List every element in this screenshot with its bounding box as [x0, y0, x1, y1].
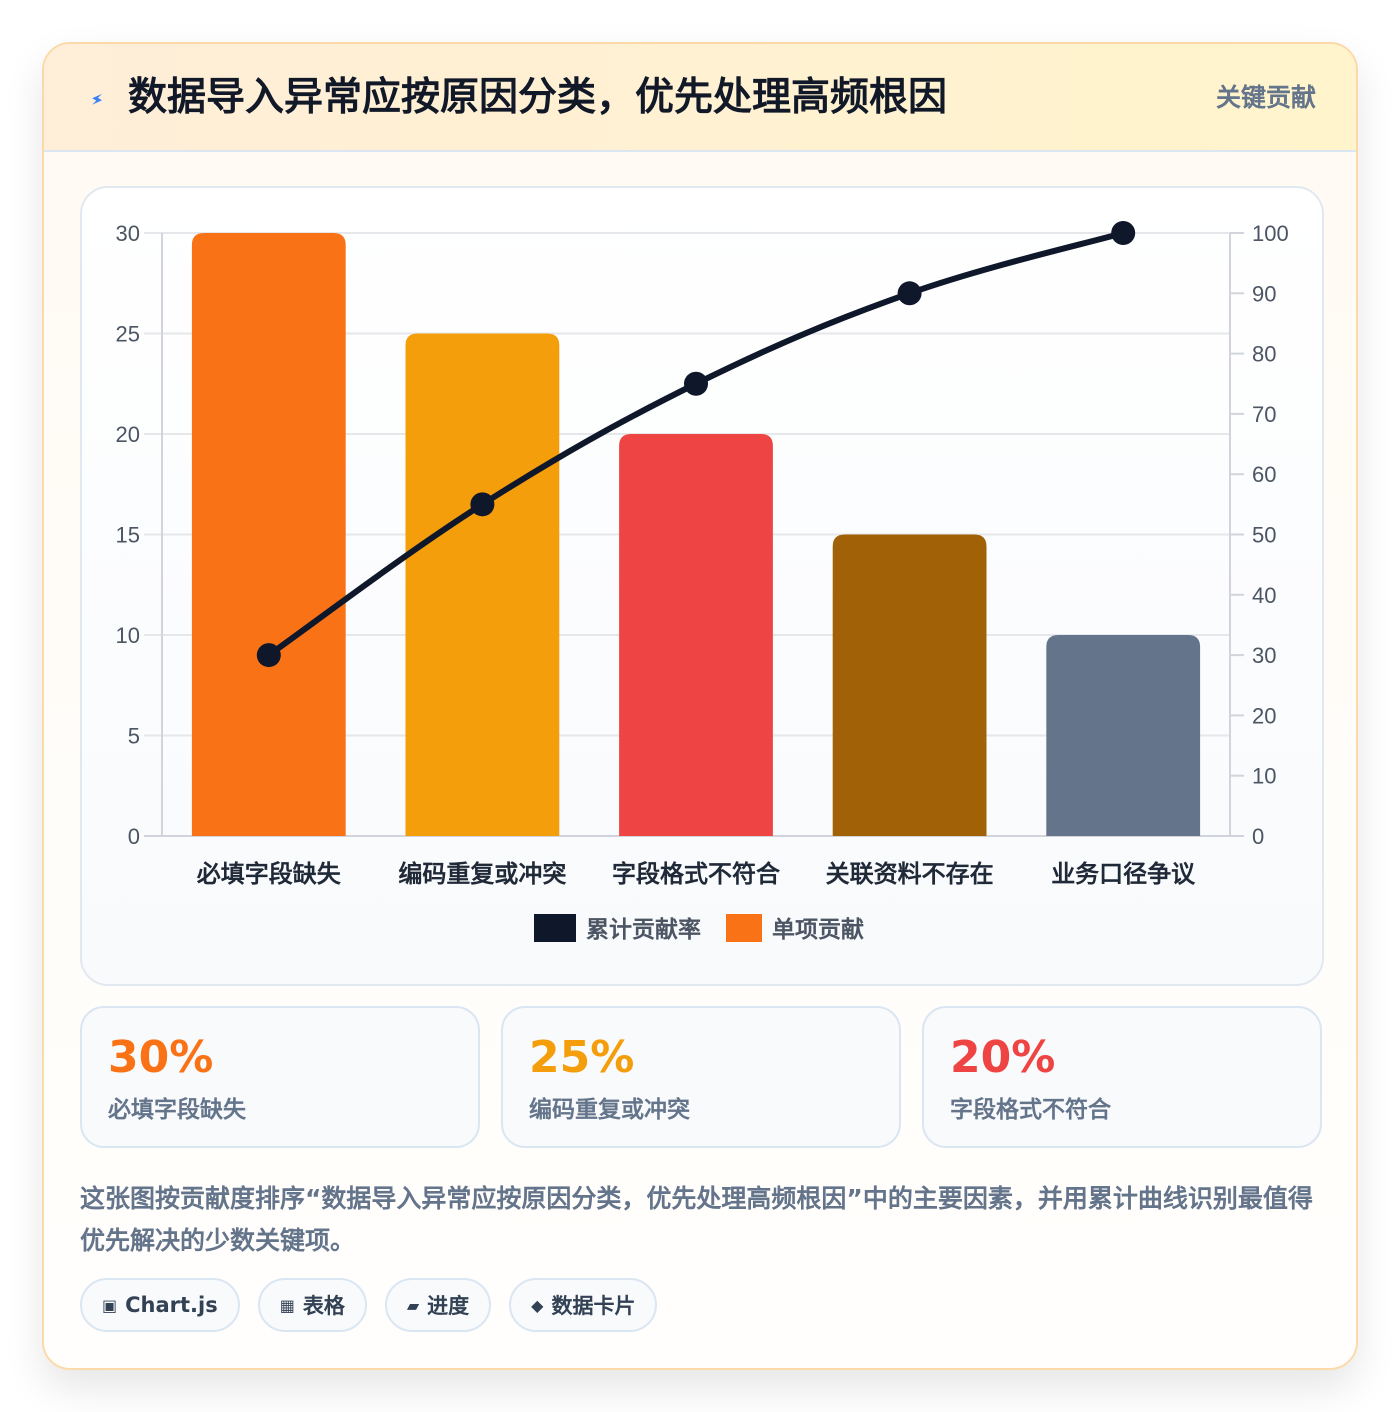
y-right-tick-label: 100 [1252, 221, 1289, 246]
legend-label: 单项贡献 [772, 917, 864, 943]
x-tick-label: 字段格式不符合 [612, 860, 781, 888]
line-point [897, 281, 922, 306]
chart-description: 这张图按贡献度排序“数据导入异常应按原因分类，优先处理高频根因”中的主要因素，并… [80, 1184, 1313, 1255]
y-left-tick-label: 20 [116, 422, 140, 447]
line-point [684, 371, 708, 396]
x-tick-label: 业务口径争议 [1051, 860, 1196, 888]
y-right-tick-label: 50 [1252, 523, 1276, 548]
square-icon: ▣ [102, 1295, 118, 1315]
legend-label: 累计贡献率 [586, 916, 701, 943]
bar [832, 534, 987, 836]
bar [191, 233, 346, 836]
line-point [1111, 221, 1136, 245]
line-point [470, 492, 495, 517]
header-badge: 关键贡献 [1215, 83, 1316, 112]
y-left-tick-label: 30 [116, 221, 140, 246]
y-right-tick-label: 40 [1252, 583, 1276, 608]
stat-card-2: 25% 编码重复或冲突 [501, 1006, 901, 1148]
y-right-tick-label: 20 [1252, 703, 1276, 728]
legend-swatch [726, 914, 762, 942]
y-right-tick-label: 10 [1252, 764, 1276, 789]
page-title: 数据导入异常应按原因分类，优先处理高频根因 [128, 75, 948, 120]
card-header: 数据导入异常应按原因分类，优先处理高频根因 关键贡献 [44, 44, 1356, 152]
stat-value: 25% [529, 1032, 635, 1083]
tag-chartjs[interactable]: ▣ Chart.js [80, 1278, 240, 1332]
legend-swatch [534, 914, 576, 942]
bar [1046, 635, 1201, 836]
y-right-tick-label: 70 [1252, 402, 1276, 427]
tag-label: 表格 [302, 1294, 345, 1318]
stat-value: 20% [950, 1032, 1056, 1083]
tag-table[interactable]: ▦ 表格 [257, 1278, 367, 1332]
report-card: 数据导入异常应按原因分类，优先处理高频根因 关键贡献 0 5 10 15 20 25 30 0… [42, 42, 1358, 1370]
tag-label: Chart.js [125, 1293, 218, 1317]
y-right-tick-label: 0 [1252, 824, 1264, 849]
y-right-tick-label: 60 [1252, 462, 1276, 487]
x-tick-label: 编码重复或冲突 [398, 860, 566, 888]
stat-label: 编码重复或冲突 [529, 1097, 690, 1123]
y-right-tick-label: 90 [1252, 281, 1276, 306]
tag-label: 进度 [427, 1294, 470, 1318]
stat-card-1: 30% 必填字段缺失 [80, 1006, 480, 1148]
tag-list: ▣ Chart.js ▦ 表格 ▰ 进度 ◆ 数据卡片 [80, 1278, 658, 1336]
x-tick-label: 关联资料不存在 [826, 860, 994, 888]
tag-progress[interactable]: ▰ 进度 [384, 1278, 492, 1332]
chart-panel: 0 5 10 15 20 25 30 0 10 20 30 40 50 60 70 80 90 100 必填字段缺失… [80, 186, 1324, 986]
tag-label: 数据卡片 [551, 1294, 636, 1318]
pareto-chart: 0 5 10 15 20 25 30 0 10 20 30 40 50 60 70 80 90 100 必填字段缺失… [116, 221, 1289, 943]
stat-card-3: 20% 字段格式不符合 [922, 1006, 1322, 1148]
diamond-icon: ◆ [531, 1295, 544, 1315]
stat-value: 30% [108, 1032, 214, 1083]
stat-label: 字段格式不符合 [950, 1097, 1111, 1123]
bar [405, 333, 560, 836]
y-left-tick-label: 10 [116, 623, 140, 648]
tag-data-card[interactable]: ◆ 数据卡片 [509, 1278, 658, 1332]
y-left-tick-label: 0 [128, 824, 140, 849]
bar [619, 434, 773, 836]
y-right-tick-label: 30 [1252, 643, 1276, 668]
y-left-tick-label: 5 [128, 724, 140, 749]
y-left-tick-label: 25 [116, 322, 140, 347]
stat-label: 必填字段缺失 [108, 1097, 246, 1123]
progress-icon: ▰ [406, 1295, 420, 1315]
lightning-icon [92, 93, 103, 105]
y-left-tick-label: 15 [116, 523, 140, 548]
line-point [256, 643, 281, 668]
y-right-tick-label: 80 [1252, 342, 1276, 367]
x-tick-label: 必填字段缺失 [197, 860, 342, 888]
grid-icon: ▦ [279, 1295, 295, 1315]
